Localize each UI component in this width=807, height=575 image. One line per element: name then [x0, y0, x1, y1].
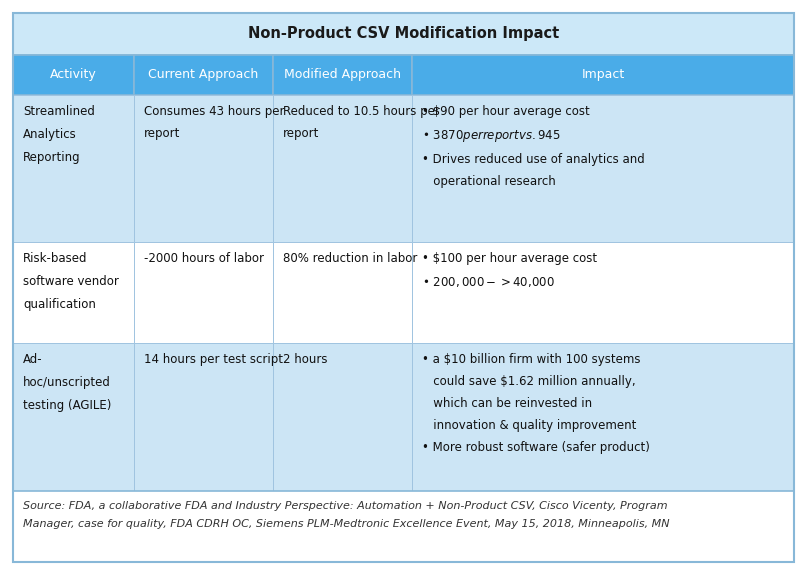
Bar [273, 95, 412, 242]
Text: Source: FDA, a collaborative FDA and Industry Perspective: Automation + Non-Prod: Source: FDA, a collaborative FDA and Ind… [23, 501, 670, 528]
Bar [412, 343, 794, 490]
Text: Activity: Activity [50, 68, 97, 81]
Bar [13, 490, 794, 562]
Text: • $90 per hour average cost
• $3870 per report vs. $945
• Drives reduced use of : • $90 per hour average cost • $3870 per … [422, 105, 645, 187]
Bar [134, 242, 273, 343]
Text: Current Approach: Current Approach [148, 68, 259, 81]
Text: Reduced to 10.5 hours per
report: Reduced to 10.5 hours per report [283, 105, 440, 140]
Bar [273, 343, 412, 490]
Text: 2 hours: 2 hours [283, 354, 328, 366]
Text: Streamlined
Analytics
Reporting: Streamlined Analytics Reporting [23, 105, 95, 164]
Bar [13, 242, 134, 343]
Bar [13, 13, 794, 55]
Bar [273, 242, 412, 343]
Bar [134, 55, 273, 95]
Bar [13, 95, 134, 242]
Text: Consumes 43 hours per
report: Consumes 43 hours per report [144, 105, 285, 140]
Text: Ad-
hoc/unscripted
testing (AGILE): Ad- hoc/unscripted testing (AGILE) [23, 354, 111, 412]
Text: 80% reduction in labor: 80% reduction in labor [283, 252, 417, 265]
Bar [412, 95, 794, 242]
Text: Modified Approach: Modified Approach [284, 68, 401, 81]
Text: Impact: Impact [581, 68, 625, 81]
Text: Risk-based
software vendor
qualification: Risk-based software vendor qualification [23, 252, 119, 311]
Bar [134, 95, 273, 242]
Bar [412, 242, 794, 343]
Bar [13, 343, 134, 490]
Bar [412, 55, 794, 95]
Bar [13, 55, 134, 95]
Bar [134, 343, 273, 490]
Text: • $100 per hour average cost
• $200,000 -> $40,000: • $100 per hour average cost • $200,000 … [422, 252, 597, 289]
Text: • a $10 billion firm with 100 systems
   could save $1.62 million annually,
   w: • a $10 billion firm with 100 systems co… [422, 354, 650, 454]
Bar [273, 55, 412, 95]
Text: 14 hours per test script: 14 hours per test script [144, 354, 283, 366]
Text: -2000 hours of labor: -2000 hours of labor [144, 252, 264, 265]
Text: Non-Product CSV Modification Impact: Non-Product CSV Modification Impact [248, 26, 559, 41]
